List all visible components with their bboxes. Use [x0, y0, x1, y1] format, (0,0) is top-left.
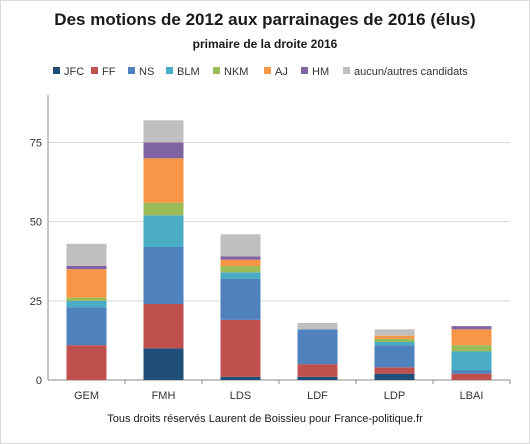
legend-label: aucun/autres candidats	[354, 66, 468, 78]
x-tick-label: FMH	[152, 390, 176, 402]
legend-label: BLM	[177, 66, 200, 78]
bar-segment	[451, 351, 492, 371]
chart-footer: Tous droits réservés Laurent de Boissieu…	[107, 413, 423, 425]
legend-item: AJ	[264, 66, 288, 80]
bar-segment	[297, 323, 338, 330]
legend-item: aucun/autres candidats	[343, 66, 468, 80]
bar-segment	[220, 319, 261, 377]
bar-segment	[66, 300, 107, 308]
bar-segment	[374, 367, 415, 374]
legend-swatch	[53, 67, 60, 74]
bar-segment	[66, 269, 107, 298]
x-tick-label: LDF	[307, 390, 328, 402]
bar-segment	[66, 345, 107, 380]
bar-segment	[374, 342, 415, 346]
bar-segment	[374, 335, 415, 339]
bar-segment	[66, 297, 107, 301]
bar-segment	[66, 307, 107, 346]
x-tick-label: GEM	[74, 390, 99, 402]
x-tick-label: LBAI	[460, 390, 484, 402]
legend-swatch	[91, 67, 98, 74]
legend-swatch	[166, 67, 173, 74]
legend-swatch	[213, 67, 220, 74]
chart-title: Des motions de 2012 aux parrainages de 2…	[54, 10, 476, 29]
bar-segment	[220, 278, 261, 320]
bar-segment	[220, 272, 261, 279]
bar-segment	[220, 376, 261, 380]
legend-label: JFC	[64, 66, 85, 78]
legend-label: HM	[312, 66, 330, 78]
legend-item: BLM	[166, 66, 200, 80]
legend-swatch	[128, 67, 135, 74]
bar-segment	[220, 266, 261, 273]
legend-item: JFC	[53, 66, 84, 80]
legend-label: FF	[102, 66, 116, 78]
legend-item: FF	[91, 66, 115, 80]
bar-segment	[451, 373, 492, 380]
bar-segment	[374, 338, 415, 342]
legend-swatch	[264, 67, 271, 74]
bar-segment	[220, 259, 261, 266]
legend-item: NKM	[213, 66, 248, 80]
legend-item: HM	[301, 66, 329, 80]
bar-segment	[220, 256, 261, 260]
x-tick-label: LDP	[384, 390, 405, 402]
bar-segment	[297, 364, 338, 377]
bar-segment	[143, 247, 184, 304]
bar-segment	[143, 142, 184, 159]
bar-segment	[374, 345, 415, 368]
bar-segment	[143, 215, 184, 247]
bar-segment	[220, 234, 261, 257]
legend-label: NKM	[224, 66, 249, 78]
bar-segment	[143, 158, 184, 203]
bar-segment	[451, 370, 492, 374]
bar-segment	[143, 120, 184, 143]
legend-swatch	[301, 67, 308, 74]
bar-segment	[451, 326, 492, 330]
bar-segment	[374, 329, 415, 336]
bar-segment	[374, 373, 415, 380]
x-tick-label: LDS	[230, 390, 251, 402]
legend-label: AJ	[275, 66, 288, 78]
legend-swatch	[343, 67, 350, 74]
legend-label: NS	[139, 66, 155, 78]
bar-segment	[451, 329, 492, 346]
bar-segment	[66, 266, 107, 270]
bar-segment	[297, 329, 338, 365]
chart-subtitle: primaire de la droite 2016	[192, 37, 338, 51]
bar-segment	[297, 376, 338, 380]
bar-segment	[143, 202, 184, 216]
bar-segment	[451, 345, 492, 352]
y-tick-label: 50	[30, 217, 42, 229]
bar-segment	[143, 348, 184, 380]
bar-segment	[143, 304, 184, 349]
y-tick-label: 0	[36, 375, 42, 387]
legend-item: NS	[128, 66, 154, 80]
y-tick-label: 75	[30, 138, 42, 150]
chart-legend: JFC FF NS BLM NKM AJ HM aucun/autres candidats	[0, 66, 530, 80]
y-tick-label: 25	[30, 296, 42, 308]
bar-segment	[66, 243, 107, 266]
